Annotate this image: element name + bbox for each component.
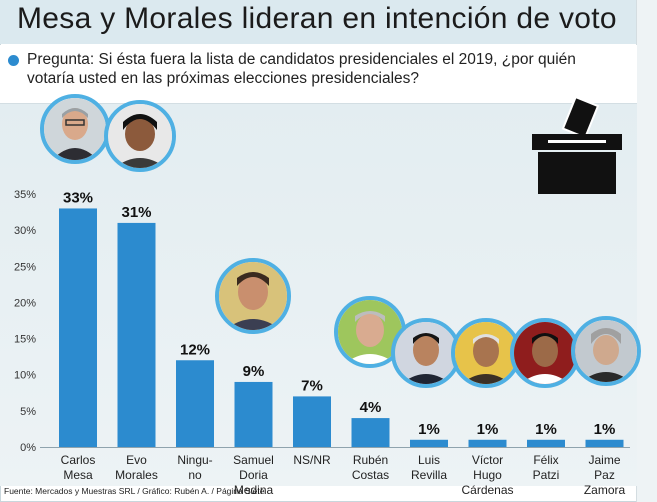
data-label: 31%: [121, 204, 151, 221]
bullet-dot-icon: [8, 55, 19, 66]
data-label: 4%: [360, 399, 382, 416]
ballot-box-slot: [548, 140, 606, 143]
category-label: NS/NR: [293, 453, 331, 467]
category-label: Ningu-: [177, 453, 212, 467]
photo-carlos-mesa: [40, 94, 110, 164]
bar-8: [527, 439, 565, 447]
y-tick-label: 5%: [20, 406, 36, 418]
photo-evo-morales: [104, 100, 176, 172]
data-label: 9%: [243, 363, 265, 380]
chart-title: Mesa y Morales lideran en intención de v…: [17, 2, 617, 35]
category-label: Víctor: [472, 453, 503, 467]
bar-2: [176, 360, 214, 447]
y-tick-label: 25%: [14, 261, 36, 273]
category-label: Paz: [594, 468, 615, 482]
bar-6: [410, 439, 448, 447]
bar-0: [59, 208, 97, 447]
category-label: Félix: [533, 453, 558, 467]
ballot-box-icon: [532, 96, 622, 194]
category-label: Samuel: [233, 453, 274, 467]
bar-5: [351, 418, 390, 447]
category-label: Morales: [115, 468, 158, 482]
category-label: Revilla: [411, 468, 447, 482]
y-tick-label: 35%: [14, 189, 36, 201]
y-tick-label: 0%: [20, 442, 36, 454]
y-tick-label: 30%: [14, 225, 36, 237]
photo-felix-patzi: [510, 318, 580, 388]
data-label: 1%: [594, 421, 616, 438]
chart-source-credit: Fuente: Mercados y Muestras SRL / Gráfic…: [4, 486, 265, 496]
data-label: 7%: [301, 377, 323, 394]
survey-question: Pregunta: Si ésta fuera la lista de cand…: [27, 51, 576, 87]
category-label: Doria: [239, 468, 268, 482]
bar-3: [234, 381, 273, 447]
y-tick-label: 10%: [14, 370, 36, 382]
category-label: Jaime: [588, 453, 620, 467]
category-label: no: [188, 468, 202, 482]
bar-9: [585, 439, 624, 447]
category-label: Zamora: [584, 483, 626, 494]
question-panel: [0, 45, 637, 104]
page-edge-strip: [636, 0, 657, 502]
bar-4: [293, 396, 331, 447]
category-label: Cárdenas: [461, 483, 513, 494]
title-bar: Mesa y Morales lideran en intención de v…: [0, 0, 637, 44]
y-tick-label: 15%: [14, 334, 36, 346]
bar-7: [468, 439, 507, 447]
ballot-paper: [561, 96, 600, 139]
category-label: Mesa: [63, 468, 93, 482]
y-tick-label: 20%: [14, 297, 36, 309]
photo-jaime-paz-zamora: [571, 316, 641, 386]
category-label: Carlos: [61, 453, 96, 467]
data-label: 12%: [180, 341, 210, 358]
data-label: 1%: [418, 421, 440, 438]
data-label: 33%: [63, 189, 93, 206]
data-label: 1%: [477, 421, 499, 438]
bar-1: [117, 222, 156, 447]
category-label: Costas: [352, 468, 389, 482]
category-label: Patzi: [533, 468, 560, 482]
category-label: Hugo: [473, 468, 502, 482]
category-label: Rubén: [353, 453, 388, 467]
category-label: Luis: [418, 453, 440, 467]
ballot-box-body: [538, 152, 616, 194]
photo-samuel-doria-medina: [215, 258, 291, 334]
category-label: Evo: [126, 453, 147, 467]
category-label: Medina: [234, 483, 274, 494]
data-label: 1%: [535, 421, 557, 438]
